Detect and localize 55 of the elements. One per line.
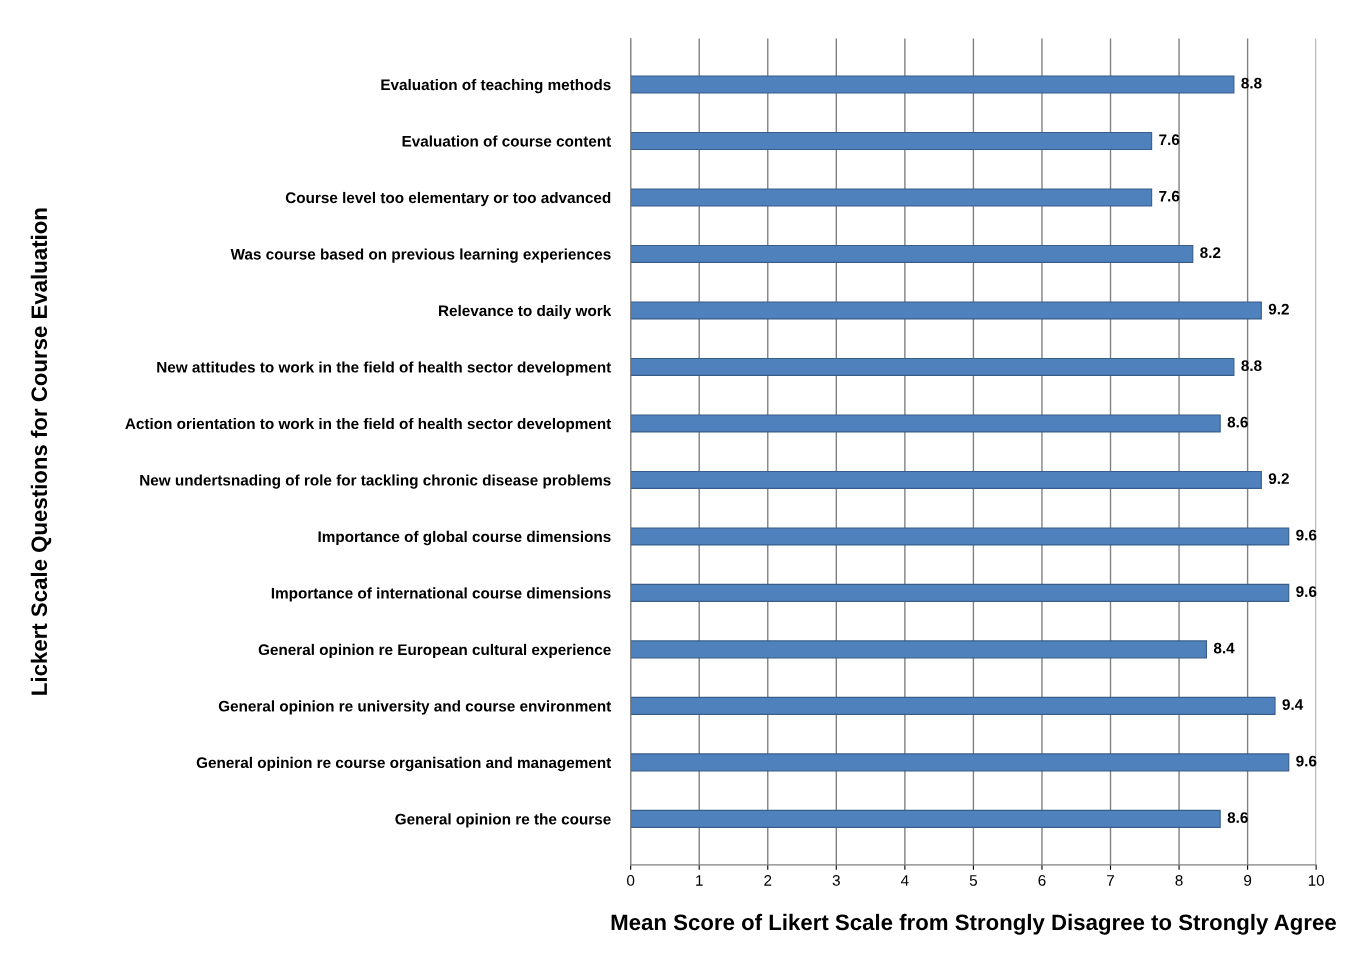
y-tick-label: Action orientation to work in the field of health sector development <box>125 417 612 433</box>
y-tick-label: Evaluation of teaching methods <box>381 78 611 94</box>
data-label: 7.6 <box>1159 134 1180 146</box>
x-tick-label: 2 <box>764 875 772 886</box>
data-label: 8.4 <box>1213 642 1235 654</box>
y-tick-label: General opinion re university and course environment <box>218 700 612 715</box>
x-tick-label: 6 <box>1038 875 1046 886</box>
y-tick-label: New undertsnading of role for tackling chronic disease problems <box>140 474 611 489</box>
data-label: 9.6 <box>1296 529 1317 541</box>
bar <box>630 414 1221 433</box>
data-label: 8.6 <box>1227 812 1248 823</box>
bar <box>630 357 1235 376</box>
bar <box>630 753 1290 772</box>
y-tick-label: Importance of global course dimensions <box>318 530 611 546</box>
data-label: 9.6 <box>1296 586 1317 597</box>
data-label: 9.2 <box>1268 473 1289 485</box>
data-label: 8.2 <box>1200 247 1221 259</box>
bar <box>630 470 1262 489</box>
x-tick-label: 9 <box>1244 875 1252 886</box>
data-label: 8.8 <box>1241 77 1262 89</box>
x-tick-label: 3 <box>832 875 840 886</box>
y-tick-label: New attitudes to work in the field of health sector development <box>157 361 612 376</box>
x-tick-label: 1 <box>696 875 703 886</box>
y-tick-label: Relevance to daily work <box>439 304 612 320</box>
x-tick-label: 7 <box>1107 875 1114 886</box>
x-tick-label: 10 <box>1308 875 1325 886</box>
data-label: 8.6 <box>1227 416 1248 428</box>
bar <box>630 244 1194 263</box>
y-axis-title: Lickert Scale Questions for Course Evaluation <box>30 208 52 695</box>
data-label: 9.4 <box>1282 699 1304 710</box>
bar <box>630 527 1290 546</box>
data-label: 9.6 <box>1296 755 1317 767</box>
y-tick-label: Course level too elementary or too advanced <box>285 191 611 207</box>
x-axis-title: Mean Score of Likert Scale from Strongly Disagree to Strongly Agree <box>611 913 1336 935</box>
y-tick-label: Importance of international course dimensions <box>271 587 611 602</box>
y-tick-label: General opinion re the course <box>395 813 611 828</box>
bar <box>630 583 1290 602</box>
bar <box>630 188 1153 207</box>
data-label: 8.8 <box>1241 360 1262 372</box>
bar <box>630 75 1235 94</box>
bar <box>630 131 1153 150</box>
x-tick-label: 0 <box>627 875 635 886</box>
x-tick-label: 4 <box>900 875 909 886</box>
bar <box>630 301 1262 320</box>
bar <box>630 809 1221 828</box>
x-tick-label: 8 <box>1175 875 1183 886</box>
y-tick-label: Was course based on previous learning experiences <box>230 248 611 263</box>
data-label: 7.6 <box>1159 190 1180 202</box>
x-tick-label: 5 <box>969 875 978 886</box>
bar <box>630 696 1276 715</box>
data-label: 9.2 <box>1268 303 1289 315</box>
bar <box>630 640 1208 659</box>
y-tick-label: General opinion re course organisation and management <box>196 756 612 772</box>
y-tick-label: General opinion re European cultural experience <box>258 643 611 659</box>
y-tick-label: Evaluation of course content <box>402 135 612 147</box>
